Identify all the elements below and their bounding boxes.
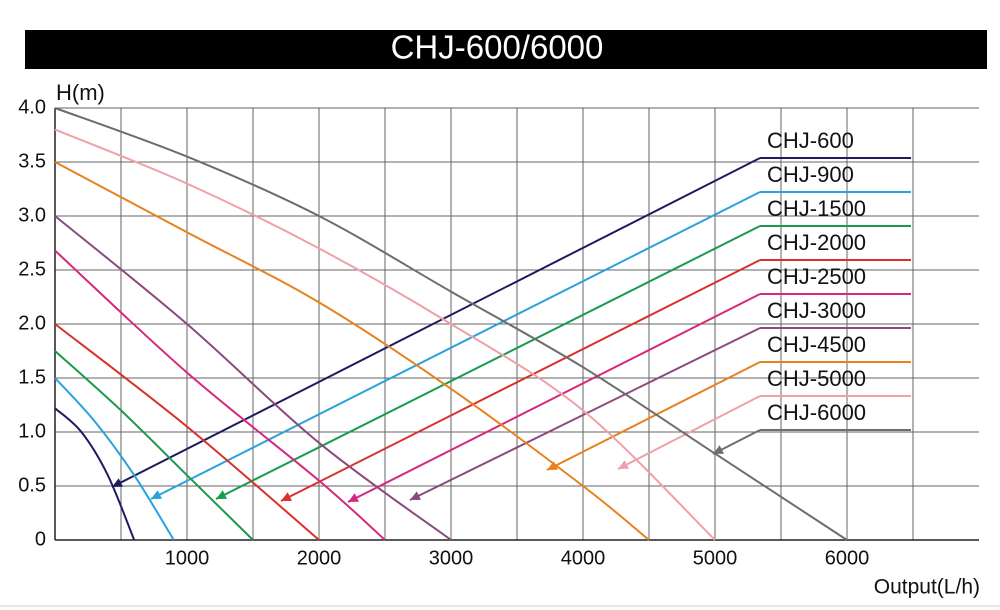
legend-leader (215, 225, 761, 500)
legend-label: CHJ-2000 (767, 230, 866, 255)
legend-arrow (151, 490, 162, 499)
chart-title: CHJ-600/6000 (391, 29, 604, 66)
y-tick-label: 3.5 (18, 150, 46, 172)
y-tick-label: 2.0 (18, 312, 46, 334)
line-series (54, 161, 650, 541)
legend-label: CHJ-600 (767, 128, 854, 153)
x-tick-label: 4000 (561, 547, 606, 569)
y-tick-label: 1.5 (18, 366, 46, 388)
legend-leader (111, 157, 761, 488)
x-tick-label: 3000 (429, 547, 474, 569)
legend-arrow (216, 490, 227, 499)
legend-leader (409, 327, 761, 501)
x-tick-label: 6000 (825, 547, 870, 569)
legend-label: CHJ-4500 (767, 332, 866, 357)
line-series (54, 249, 386, 541)
legend-arrow (348, 493, 359, 502)
legend-leader (150, 191, 761, 500)
y-tick-label: 2.5 (18, 258, 46, 280)
legend-arrow (410, 491, 421, 500)
title-bar (25, 30, 987, 69)
x-tick-label: 2000 (297, 547, 342, 569)
legend-label: CHJ-5000 (767, 366, 866, 391)
legend-leader (546, 361, 761, 471)
x-tick-label: 1000 (165, 547, 210, 569)
legend-label: CHJ-6000 (767, 400, 866, 425)
line-series (54, 350, 254, 541)
line-series (54, 407, 136, 541)
line-series (54, 128, 716, 541)
y-axis-label: H(m) (56, 80, 105, 105)
y-tick-label: 1.0 (18, 420, 46, 442)
y-tick-label: 0 (35, 528, 46, 550)
line-series (54, 323, 320, 541)
x-tick-label: 5000 (693, 547, 738, 569)
legend-arrow (618, 460, 629, 469)
y-tick-label: 0.5 (18, 474, 46, 496)
legend-leader (280, 259, 761, 502)
line-series (54, 377, 175, 541)
line-series (54, 215, 452, 541)
legend-leader (617, 395, 761, 470)
legend-arrow (281, 492, 292, 501)
y-tick-label: 3.0 (18, 204, 46, 226)
legend-arrow (547, 461, 558, 470)
y-tick-label: 4.0 (18, 96, 46, 118)
legend-label: CHJ-1500 (767, 196, 866, 221)
legend-label: CHJ-3000 (767, 298, 866, 323)
x-axis-label: Output(L/h) (874, 576, 980, 599)
legend-leader (347, 293, 761, 503)
legend-label: CHJ-900 (767, 162, 854, 187)
legend-label: CHJ-2500 (767, 264, 866, 289)
legend-arrow (112, 478, 123, 487)
legend-arrow (713, 445, 724, 454)
